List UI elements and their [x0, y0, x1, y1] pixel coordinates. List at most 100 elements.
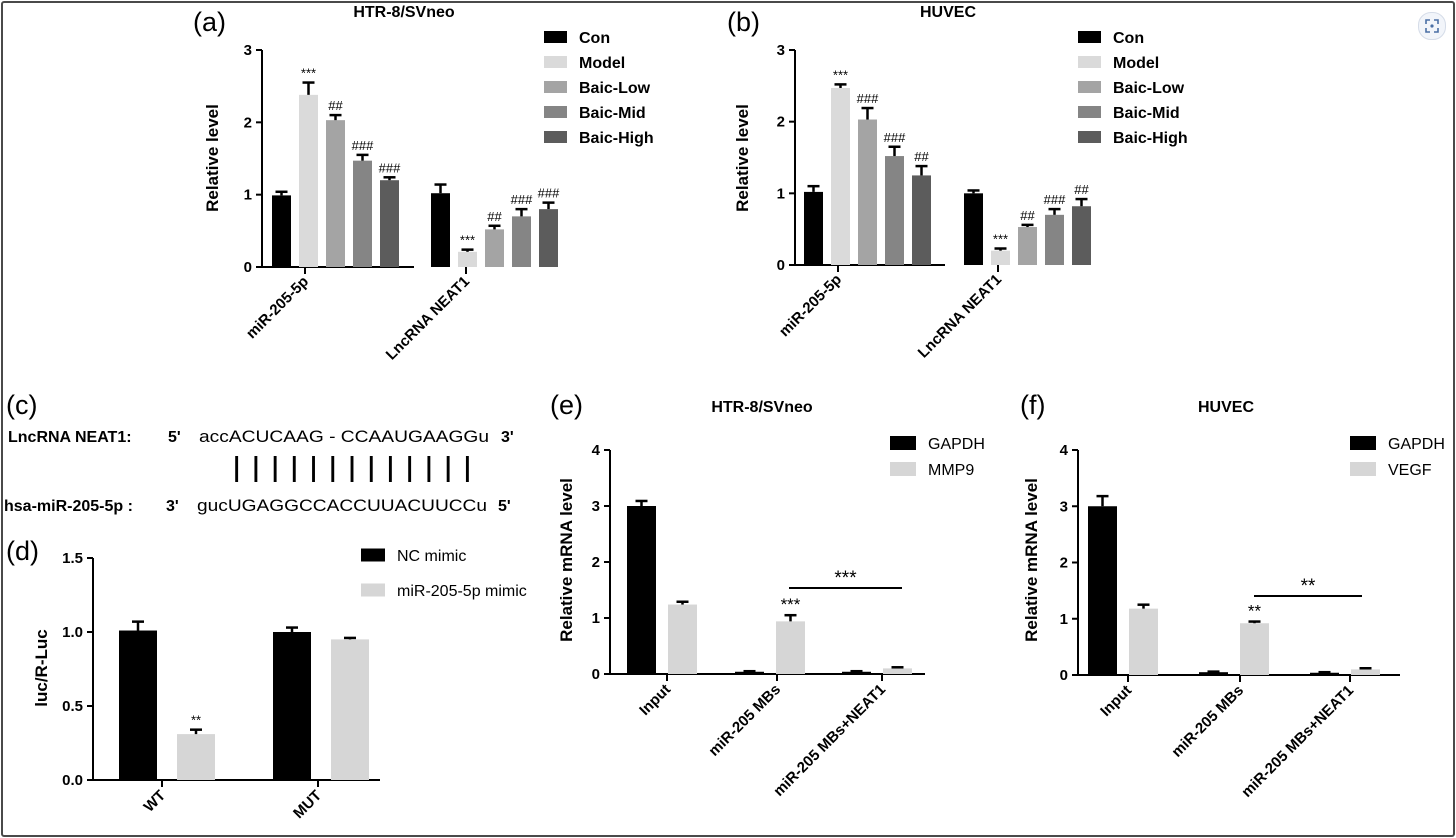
- bar: [991, 250, 1010, 265]
- significance-label: ###: [884, 130, 906, 145]
- x-tick-label: miR-205 MBs: [705, 681, 784, 760]
- neat1-3prime: 3': [501, 429, 514, 446]
- bar: [804, 191, 823, 265]
- legend-swatch: [544, 81, 567, 93]
- y-tick-label: 0: [1060, 667, 1068, 684]
- significance-label: ***: [460, 233, 475, 248]
- panel-label: (d): [6, 536, 39, 566]
- significance-label: **: [1248, 602, 1262, 621]
- bar: [458, 251, 477, 267]
- bar: [1129, 608, 1158, 675]
- significance-label: ###: [857, 91, 879, 106]
- panel-c: (c) LncRNA NEAT1: 5' accACUCAAG - CCAAUG…: [4, 390, 514, 515]
- bar: [776, 621, 805, 674]
- legend-label: Baic-Mid: [1113, 105, 1180, 122]
- panel-label: (a): [193, 7, 226, 37]
- y-axis-label: luc/R-Luc: [32, 629, 51, 706]
- y-tick-label: 3: [777, 42, 785, 59]
- neat1-name: LncRNA NEAT1:: [8, 429, 132, 446]
- neat1-5prime: 5': [168, 429, 181, 446]
- legend-label: Baic-Mid: [579, 105, 646, 122]
- chart-2: (d) 0.0 0.5 1.0 1.5 luc/R-Luc WT MUT ** NC mimic m…: [6, 536, 527, 822]
- y-tick-label: 3: [592, 498, 600, 515]
- panel-label: (e): [550, 390, 583, 420]
- chart-title: HUVEC: [1198, 399, 1254, 416]
- bar: [831, 87, 850, 265]
- bar: [331, 639, 369, 780]
- mir205-name: hsa-miR-205-5p :: [4, 498, 133, 515]
- mir205-sequence: gucUGAGGCCACCUUACUUCCu: [197, 496, 487, 515]
- bar: [512, 216, 531, 267]
- significance-label: ###: [1044, 192, 1066, 207]
- bar: [858, 119, 877, 266]
- y-tick-label: 1: [592, 610, 600, 627]
- significance-label: ###: [352, 138, 374, 153]
- legend-label: Model: [1113, 55, 1159, 72]
- y-tick-label: 0: [592, 666, 600, 683]
- y-axis-label: Relative mRNA level: [557, 478, 576, 642]
- legend-swatch: [1078, 31, 1101, 43]
- x-tick-label: WT: [141, 787, 170, 816]
- y-tick-label: 1.0: [62, 624, 83, 641]
- bar: [119, 630, 157, 780]
- chart-0: (a) HTR-8/SVneo 0 1 2 3 Relative level miR-205-…: [193, 4, 654, 363]
- y-tick-label: 2: [1060, 555, 1068, 572]
- legend-swatch: [1078, 106, 1101, 118]
- y-tick-label: 2: [777, 114, 785, 131]
- bar: [912, 175, 931, 265]
- bar: [353, 160, 372, 267]
- bar: [735, 671, 764, 674]
- x-tick-label: miR-205-5p: [776, 271, 845, 340]
- significance-label: ***: [833, 67, 848, 82]
- panel-label: (b): [727, 7, 760, 37]
- x-tick-label: miR-205-5p: [243, 273, 312, 342]
- legend-label: GAPDH: [928, 436, 985, 453]
- y-tick-label: 4: [1060, 442, 1069, 459]
- legend-swatch: [890, 436, 916, 450]
- bar: [177, 734, 215, 780]
- y-axis-label: Relative level: [733, 104, 752, 212]
- y-tick-label: 1: [777, 185, 785, 202]
- legend-label: Con: [1113, 30, 1144, 47]
- y-tick-label: 2: [244, 114, 252, 131]
- x-tick-label: LncRNA NEAT1: [383, 273, 473, 363]
- legend-swatch: [544, 131, 567, 143]
- legend-label: MMP9: [928, 462, 974, 479]
- legend-swatch: [1350, 462, 1376, 476]
- y-tick-label: 0: [244, 259, 252, 276]
- significance-label: ###: [511, 192, 533, 207]
- bar: [1018, 227, 1037, 265]
- bar: [1199, 672, 1228, 675]
- y-tick-label: 3: [1060, 498, 1068, 515]
- bar: [883, 668, 912, 674]
- x-tick-label: MUT: [290, 787, 325, 822]
- chart-3: (e) HTR-8/SVneo 0 1 2 3 4 Relative mRNA level In…: [550, 390, 985, 800]
- bar: [964, 193, 983, 265]
- legend-label: Model: [579, 55, 625, 72]
- y-tick-label: 4: [592, 442, 601, 459]
- legend-swatch: [1078, 81, 1101, 93]
- legend-swatch: [1350, 436, 1376, 450]
- x-tick-label: miR-205 MBs: [1168, 682, 1247, 761]
- bar: [1072, 206, 1091, 265]
- legend-swatch: [1078, 131, 1101, 143]
- panel-c-label: (c): [6, 390, 37, 420]
- bar: [299, 94, 318, 267]
- chart-4: (f) HUVEC 0 1 2 3 4 Relative mRNA level Input miR…: [1020, 390, 1445, 801]
- legend-label: Con: [579, 30, 610, 47]
- expand-button[interactable]: [1418, 12, 1446, 40]
- chart-1: (b) HUVEC 0 1 2 3 Relative level miR-205-5p LncR…: [727, 4, 1188, 361]
- mir205-3prime: 3': [166, 498, 179, 515]
- legend-label: Baic-Low: [1113, 80, 1185, 97]
- legend-label: Baic-Low: [579, 80, 651, 97]
- significance-label: ***: [301, 66, 316, 81]
- legend-label: GAPDH: [1388, 436, 1445, 453]
- y-tick-label: 3: [244, 42, 252, 59]
- bar: [380, 180, 399, 267]
- chart-title: HUVEC: [920, 4, 976, 21]
- bar: [842, 671, 871, 674]
- bar: [1351, 669, 1380, 675]
- significance-label: ##: [487, 209, 502, 224]
- legend-label: Baic-High: [1113, 130, 1188, 147]
